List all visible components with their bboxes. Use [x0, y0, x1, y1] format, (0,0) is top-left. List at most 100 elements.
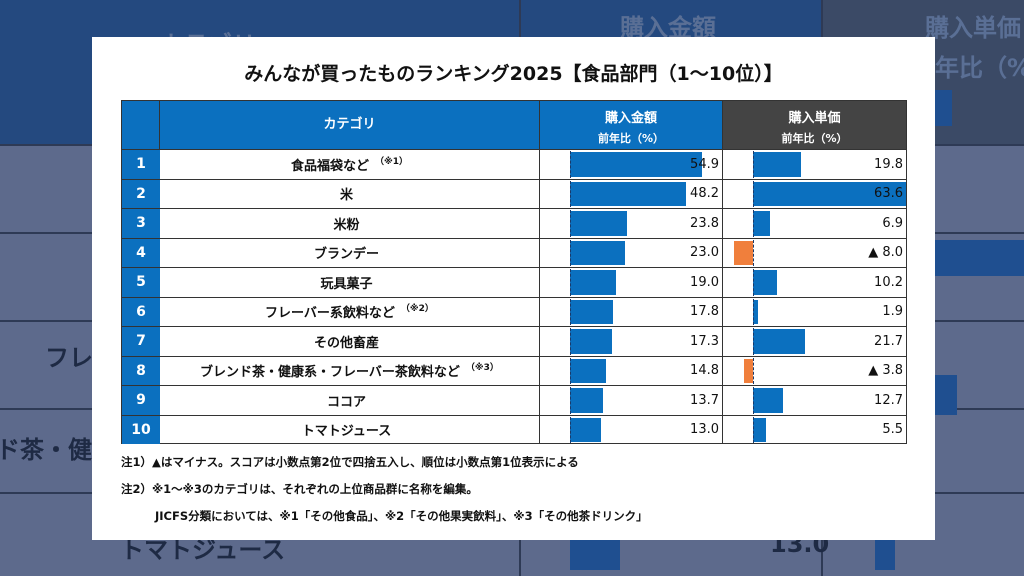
rank-number: 9 — [122, 386, 160, 415]
header-unit-price-label: 購入単価 — [788, 111, 841, 126]
zero-axis — [570, 328, 571, 355]
rank-number: 1 — [122, 150, 160, 179]
category-name: 玩具菓子 — [320, 276, 373, 292]
rank-number: 7 — [122, 327, 160, 356]
category-name: ブレンド茶・健康系・フレーバー茶飲料など — [200, 365, 460, 381]
rank-number: 3 — [122, 209, 160, 238]
zero-axis — [570, 269, 571, 296]
zero-axis — [753, 151, 754, 178]
table-row: 10 トマトジュース 13.0 5.5 — [122, 414, 906, 445]
zero-axis — [753, 210, 754, 237]
category-label: フレーバー系飲料など （※2） — [160, 297, 540, 326]
zero-axis — [753, 328, 754, 355]
zero-axis — [753, 387, 754, 414]
unit-price-cell: 12.7 — [723, 386, 906, 415]
bg-text: トマトジュース — [120, 536, 286, 564]
category-label: ココア — [160, 386, 540, 415]
header-unit-price-yoy: 前年比（%） — [781, 132, 848, 145]
unit-price-bar — [753, 329, 806, 354]
unit-price-cell: 6.9 — [723, 209, 906, 238]
amount-bar — [570, 211, 628, 236]
table-row: 9 ココア 13.7 12.7 — [122, 385, 906, 415]
note-3: JICFS分類においては、※1「その他食品」、※2「その他果実飲料」、※3「その… — [155, 509, 648, 523]
amount-bar — [570, 299, 613, 324]
value-label: 6.9 — [882, 215, 903, 231]
value-label: 17.3 — [690, 333, 719, 349]
zero-axis — [753, 239, 754, 266]
bg-bar — [935, 240, 1024, 276]
amount-bar — [570, 388, 603, 413]
value-label: 14.8 — [690, 363, 719, 379]
table-row: 7 その他畜産 17.3 21.7 — [122, 326, 906, 356]
bg-bar — [935, 375, 957, 415]
unit-price-cell: 5.5 — [723, 416, 906, 445]
value-label: 63.6 — [874, 186, 903, 202]
category-name: フレーバー系飲料など — [265, 306, 395, 322]
category-label: 米 — [160, 179, 540, 208]
amount-cell: 23.8 — [540, 209, 723, 238]
zero-axis — [753, 298, 754, 325]
value-label: 5.5 — [882, 422, 903, 438]
zero-axis — [570, 416, 571, 443]
bg-text: ド茶・健 — [0, 436, 92, 464]
unit-price-cell: 63.6 — [723, 180, 906, 209]
category-name: ココア — [326, 394, 366, 410]
header-unit-price: 購入単価 前年比（%） — [723, 101, 906, 149]
category-name: トマトジュース — [301, 424, 392, 440]
zero-axis — [753, 416, 754, 443]
category-label: その他畜産 — [160, 327, 540, 356]
zero-axis — [570, 151, 571, 178]
amount-bar — [570, 181, 686, 206]
amount-bar — [570, 240, 626, 265]
category-label: 米粉 — [160, 209, 540, 238]
rank-number: 2 — [122, 179, 160, 208]
zero-axis — [753, 269, 754, 296]
rank-number: 8 — [122, 356, 160, 385]
rank-number: 4 — [122, 238, 160, 267]
zero-axis — [570, 298, 571, 325]
amount-bar — [570, 152, 702, 177]
zero-axis — [570, 210, 571, 237]
amount-cell: 17.8 — [540, 297, 723, 326]
unit-price-bar — [753, 417, 767, 442]
ranking-panel: みんなが買ったものランキング2025【食品部門（1～10位）】 カテゴリ 購入金… — [92, 37, 935, 540]
zero-axis — [570, 387, 571, 414]
bg-text: 年比（%） — [935, 54, 1024, 82]
category-name: 米粉 — [333, 217, 360, 233]
bg-text: 購入単価 — [925, 14, 1021, 42]
table-row: 2 米 48.2 63.6 — [122, 178, 906, 209]
category-name: 米 — [339, 188, 353, 204]
unit-price-bar — [753, 270, 778, 295]
unit-price-bar — [753, 299, 758, 324]
category-label: トマトジュース — [160, 415, 540, 444]
table-row: 5 玩具菓子 19.0 10.2 — [122, 267, 906, 297]
table-row: 6 フレーバー系飲料など （※2） 17.8 1.9 — [122, 296, 906, 326]
unit-price-cell: ▲ 3.8 — [723, 357, 906, 386]
category-name: 食品福袋など — [290, 158, 369, 174]
unit-price-bar — [753, 388, 784, 413]
rank-number: 6 — [122, 297, 160, 326]
category-label: 食品福袋など （※1） — [160, 150, 540, 179]
table-row: 1 食品福袋など （※1） 54.9 19.8 — [122, 149, 906, 179]
table-row: 3 米粉 23.8 6.9 — [122, 208, 906, 238]
footnote-mark: （※1） — [375, 156, 409, 167]
unit-price-cell: 10.2 — [723, 268, 906, 297]
header-amount-yoy: 前年比（%） — [597, 132, 665, 145]
value-label: 54.9 — [690, 156, 719, 172]
amount-bar — [570, 270, 616, 295]
unit-price-cell: 21.7 — [723, 327, 906, 356]
zero-axis — [570, 180, 571, 207]
value-label: 1.9 — [882, 304, 903, 320]
bg-bar — [930, 90, 952, 126]
footnote-mark: （※2） — [400, 304, 434, 315]
table-row: 8 ブレンド茶・健康系・フレーバー茶飲料など （※3） 14.8 ▲ 3.8 — [122, 355, 906, 386]
unit-price-bar — [753, 181, 906, 206]
bg-bar — [875, 540, 895, 570]
value-label: 21.7 — [874, 333, 903, 349]
amount-cell: 13.7 — [540, 386, 723, 415]
unit-price-cell: ▲ 8.0 — [723, 239, 906, 268]
rank-number: 5 — [122, 268, 160, 297]
value-label: 13.7 — [690, 392, 719, 408]
value-label: 23.8 — [690, 215, 719, 231]
value-label: 23.0 — [690, 245, 719, 261]
